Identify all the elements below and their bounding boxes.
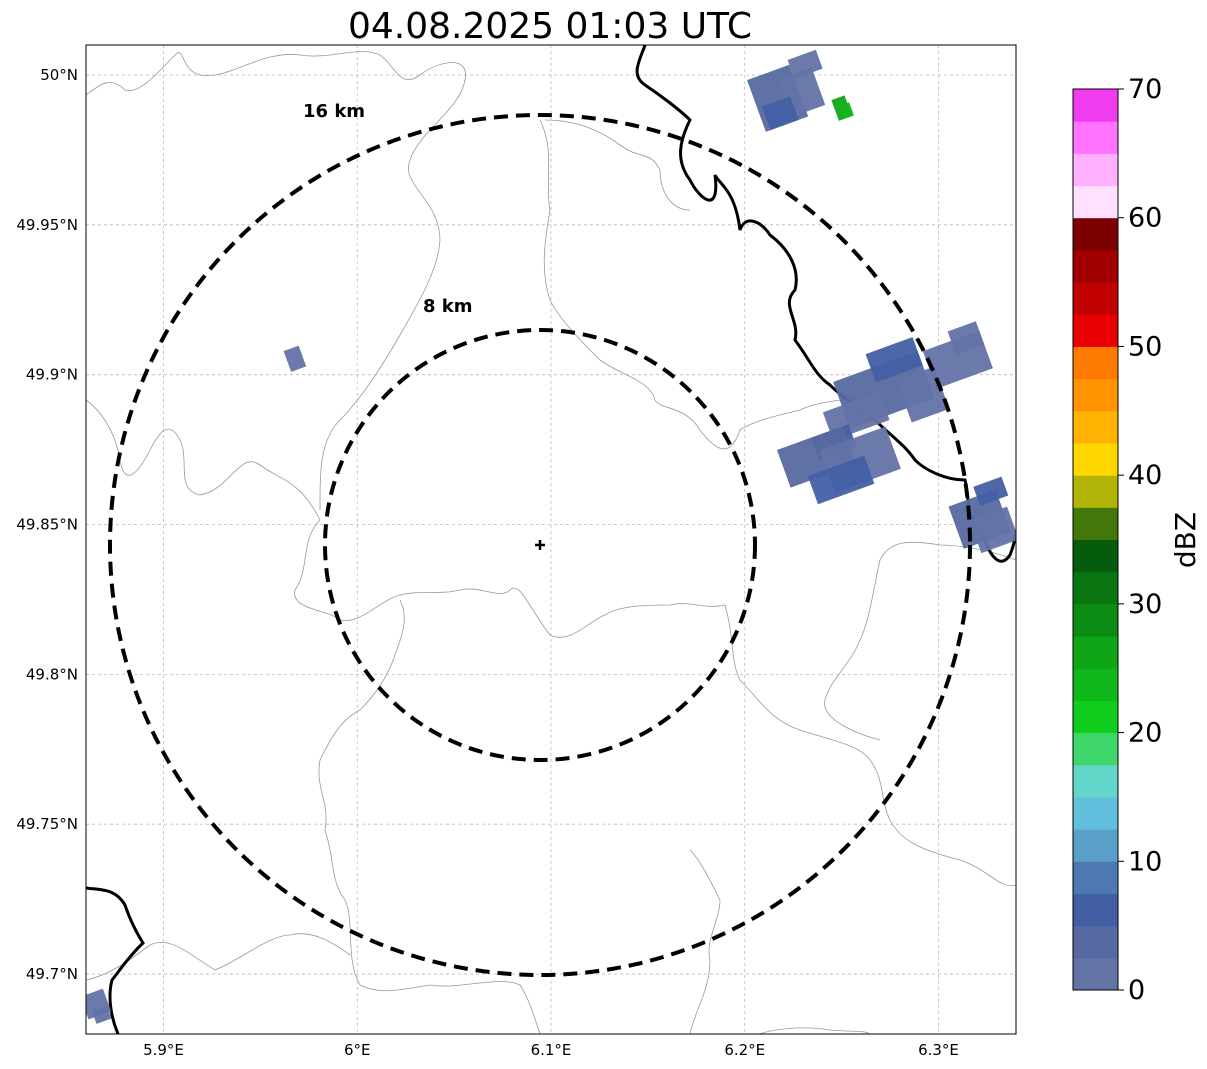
radar-echo-cell: [86, 988, 112, 1024]
colorbar-cells: [1073, 89, 1118, 991]
admin-boundary: [759, 1027, 871, 1034]
colorbar-cell: [1073, 539, 1118, 573]
colorbar-cell: [1073, 282, 1118, 315]
colorbar-cell: [1073, 153, 1118, 187]
colorbar-cell: [1073, 603, 1118, 637]
admin-boundary: [724, 604, 1016, 887]
colorbar-cell: [1073, 475, 1118, 508]
admin-boundary: [86, 51, 466, 511]
colorbar-tick-label: 0: [1128, 975, 1145, 1006]
lon-tick-label: 5.9°E: [143, 1041, 184, 1059]
colorbar-cell: [1073, 796, 1118, 830]
admin-boundary: [86, 933, 351, 981]
colorbar-cell: [1073, 893, 1118, 927]
lon-tick-label: 6.1°E: [531, 1041, 572, 1059]
lon-tick-label: 6°E: [344, 1041, 371, 1059]
colorbar-cell: [1073, 829, 1118, 862]
admin-boundary: [544, 119, 691, 211]
range-ring-label-16km: 16 km: [303, 101, 365, 122]
colorbar-cell: [1073, 668, 1118, 701]
admin-boundary: [689, 849, 721, 1034]
colorbar-cell: [1073, 249, 1118, 283]
colorbar-tick-label: 60: [1128, 203, 1162, 234]
admin-boundary: [824, 541, 1016, 741]
lon-tick-label: 6.3°E: [918, 1041, 959, 1059]
colorbar-cell: [1073, 217, 1118, 251]
range-rings: [108, 113, 972, 977]
colorbar-tick-label: 20: [1128, 718, 1162, 749]
colorbar-cell: [1073, 636, 1118, 669]
colorbar-cell: [1073, 442, 1118, 476]
colorbar-cell: [1073, 925, 1118, 959]
map-frame: [85, 44, 1017, 1035]
lat-tick-label: 49.7°N: [26, 965, 78, 983]
radar-echo-cell: [747, 49, 826, 132]
colorbar-cell: [1073, 957, 1118, 991]
radar-echo-cell: [922, 321, 993, 389]
colorbar-cell: [1073, 314, 1118, 347]
radar-echo-cell: [948, 476, 1016, 554]
radar-echo-cell: [776, 426, 901, 505]
range-ring-label-8km: 8 km: [423, 296, 473, 317]
colorbar-cell: [1073, 571, 1118, 605]
colorbar-tick-label: 40: [1128, 460, 1162, 491]
range-ring-16km: [108, 113, 972, 977]
colorbar-label: dBZ: [1169, 512, 1202, 568]
lat-tick-label: 49.75°N: [16, 815, 78, 833]
lat-tick-label: 50°N: [40, 66, 78, 84]
colorbar: 0 10 20 30 40 50 60 70 dBZ: [1072, 74, 1202, 1006]
admin-boundary: [86, 399, 726, 638]
colorbar-tick-label: 70: [1128, 74, 1162, 105]
radar-site-marker: [535, 540, 545, 550]
lat-tick-label: 49.9°N: [26, 366, 78, 384]
colorbar-cell: [1073, 185, 1118, 219]
colorbar-tick-label: 50: [1128, 331, 1162, 362]
radar-echo-cell: [831, 95, 854, 121]
colorbar-ticks: 0 10 20 30 40 50 60 70: [1118, 74, 1162, 1006]
colorbar-cell: [1073, 764, 1118, 798]
colorbar-cell: [1073, 861, 1118, 894]
lon-tick-label: 6.2°E: [724, 1041, 765, 1059]
colorbar-cell: [1073, 700, 1118, 734]
range-ring-8km: [323, 328, 757, 762]
map-axes: 16 km 8 km 5.9°E 6°E 6.1°E 6.2°E 6.3°E 49.7°N…: [16, 44, 1017, 1059]
plot-title: 04.08.2025 01:03 UTC: [348, 6, 752, 47]
colorbar-cell: [1073, 346, 1118, 380]
colorbar-tick-label: 30: [1128, 589, 1162, 620]
axis-ticks: 5.9°E 6°E 6.1°E 6.2°E 6.3°E 49.7°N 49.75°N 49.8…: [16, 66, 959, 1059]
radar-echo-cell: [283, 345, 307, 372]
colorbar-tick-label: 10: [1128, 846, 1162, 877]
colorbar-frame: [1072, 88, 1119, 991]
lat-tick-label: 49.95°N: [16, 216, 78, 234]
lat-tick-label: 49.85°N: [16, 516, 78, 534]
colorbar-cell: [1073, 410, 1118, 444]
colorbar-cell: [1073, 507, 1118, 540]
admin-boundary: [539, 119, 881, 450]
national-border: [86, 886, 145, 1034]
lat-tick-label: 49.8°N: [26, 665, 78, 683]
colorbar-cell: [1073, 121, 1118, 154]
colorbar-cell: [1073, 89, 1118, 122]
colorbar-cell: [1073, 732, 1118, 766]
colorbar-cell: [1073, 378, 1118, 412]
